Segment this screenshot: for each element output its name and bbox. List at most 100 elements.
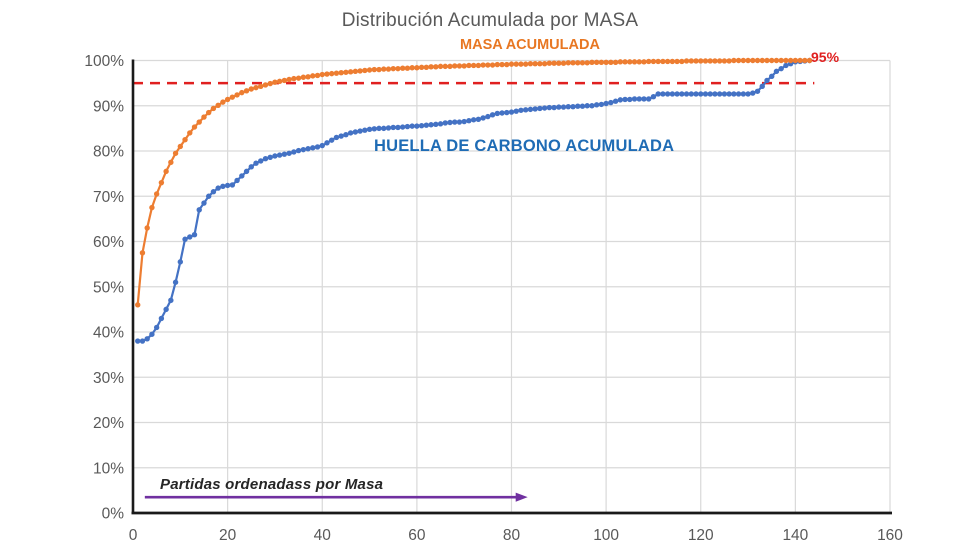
huella-series-marker	[452, 119, 458, 125]
masa-series-marker	[631, 59, 638, 65]
masa-series-marker	[575, 60, 581, 66]
masa-series-marker	[570, 60, 576, 66]
masa-series-marker	[206, 109, 212, 116]
masa-series-marker	[248, 86, 254, 92]
huella-series-marker	[707, 91, 713, 97]
masa-series-marker	[556, 60, 562, 66]
huella-series-marker	[641, 96, 647, 102]
huella-series-marker	[385, 125, 392, 131]
masa-series-marker	[707, 58, 713, 64]
huella-series-marker	[627, 96, 633, 103]
huella-series-marker	[598, 101, 605, 108]
huella-series-marker	[423, 122, 430, 128]
huella-series-marker	[466, 117, 472, 124]
huella-series-marker	[314, 144, 321, 150]
masa-series-marker	[688, 58, 694, 64]
masa-series-marker	[750, 57, 756, 64]
masa-series-marker	[366, 67, 373, 73]
masa-series-marker	[773, 57, 780, 64]
masa-series-marker	[551, 60, 557, 66]
masa-series-marker	[300, 74, 307, 80]
y-tick-label: 20%	[93, 415, 124, 432]
masa-series-marker	[437, 63, 444, 70]
huella-series-marker	[135, 338, 141, 344]
x-tick-label: 120	[688, 527, 714, 544]
huella-series-marker	[508, 109, 515, 115]
huella-series-marker	[579, 103, 586, 109]
huella-series-marker	[504, 109, 510, 116]
masa-series-marker	[679, 58, 685, 65]
masa-series-marker	[764, 57, 770, 64]
huella-series-marker	[399, 124, 406, 130]
huella-series-marker	[556, 104, 562, 110]
masa-series-marker	[187, 130, 193, 136]
huella-series-marker	[664, 91, 671, 97]
masa-series-marker	[357, 68, 363, 74]
masa-series-marker	[220, 99, 226, 105]
x-tick-label: 160	[877, 527, 903, 544]
huella-series-marker	[310, 145, 316, 151]
huella-series-marker	[683, 91, 690, 97]
huella-series-marker	[660, 91, 666, 97]
masa-series-marker	[144, 225, 150, 231]
huella-series-marker	[551, 104, 557, 111]
y-tick-label: 60%	[93, 234, 124, 251]
masa-series-marker	[494, 61, 501, 68]
huella-series-marker	[608, 99, 614, 106]
masa-series-marker	[698, 58, 704, 64]
masa-series-marker	[560, 60, 567, 66]
masa-series-marker	[579, 60, 586, 66]
huella-series-marker	[485, 113, 491, 120]
masa-series-marker	[310, 73, 316, 79]
huella-series-marker	[357, 128, 363, 134]
huella-series-marker	[693, 91, 699, 97]
masa-series-marker	[262, 82, 269, 88]
huella-series-marker	[617, 97, 624, 103]
x-tick-label: 0	[129, 527, 138, 544]
masa-series-marker	[593, 59, 600, 66]
arrow-head	[515, 492, 528, 502]
masa-series-marker	[210, 105, 217, 112]
masa-series-marker	[291, 75, 297, 82]
huella-series-marker	[769, 73, 775, 80]
masa-series-marker	[537, 60, 543, 67]
huella-series-marker	[489, 112, 496, 118]
masa-series-marker	[224, 96, 231, 103]
masa-series-marker	[527, 60, 534, 67]
huella-series-marker	[433, 121, 439, 128]
masa-series-marker	[598, 59, 605, 66]
masa-series-marker	[343, 69, 349, 75]
huella-series-marker	[773, 68, 780, 75]
huella-series-marker	[144, 336, 150, 342]
huella-series-label: HUELLA DE CARBONO ACUMULADA	[374, 137, 675, 155]
y-tick-label: 70%	[93, 189, 124, 206]
huella-series-marker	[750, 90, 756, 96]
huella-series-marker	[527, 106, 534, 113]
huella-series-marker	[735, 91, 742, 97]
huella-series-marker	[698, 91, 704, 97]
masa-series-marker	[347, 69, 354, 75]
huella-series-marker	[295, 147, 302, 154]
huella-series-marker	[565, 103, 571, 110]
masa-series-marker	[655, 58, 661, 65]
huella-series-marker	[376, 125, 382, 132]
huella-series-marker	[537, 105, 543, 112]
masa-series-marker	[806, 57, 813, 64]
huella-series-marker	[532, 106, 538, 112]
huella-series-marker	[494, 110, 501, 117]
huella-series-marker	[243, 168, 250, 175]
huella-series-marker	[281, 151, 288, 157]
y-tick-label: 50%	[93, 279, 124, 296]
masa-series-marker	[627, 59, 633, 65]
huella-series-marker	[475, 116, 482, 123]
huella-series-marker	[371, 126, 377, 132]
huella-series-marker	[267, 154, 273, 161]
huella-series-marker	[362, 127, 368, 133]
huella-series-marker	[172, 279, 179, 285]
huella-series-marker	[210, 189, 217, 195]
masa-series-marker	[381, 66, 387, 72]
masa-series-marker	[721, 58, 728, 64]
masa-series-marker	[428, 64, 434, 70]
